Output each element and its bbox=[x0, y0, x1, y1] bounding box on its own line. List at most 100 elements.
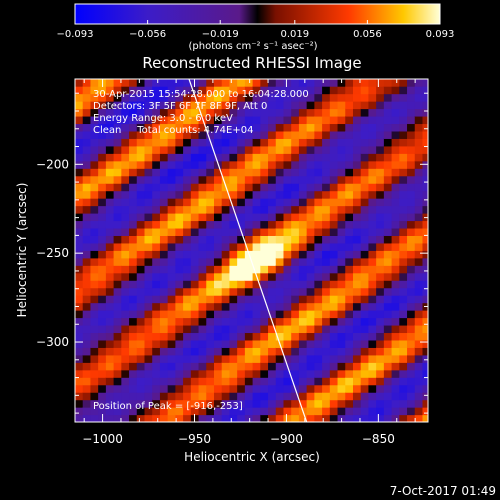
heatmap-cell bbox=[306, 242, 315, 251]
heatmap-cell bbox=[183, 227, 192, 236]
heatmap-cell bbox=[322, 101, 331, 110]
heatmap-cell bbox=[167, 384, 176, 393]
heatmap-cell bbox=[414, 153, 424, 162]
heatmap-cell bbox=[159, 257, 169, 266]
heatmap-cell bbox=[175, 168, 184, 177]
heatmap-cell bbox=[383, 205, 393, 214]
heatmap-cell bbox=[260, 287, 269, 296]
heatmap-cell bbox=[383, 175, 393, 184]
heatmap-cell bbox=[221, 295, 231, 304]
heatmap-cell bbox=[268, 138, 277, 147]
heatmap-cell bbox=[221, 242, 231, 251]
heatmap-cell bbox=[314, 190, 323, 199]
heatmap-cell bbox=[399, 79, 408, 87]
heatmap-cell bbox=[283, 86, 292, 95]
heatmap-cell bbox=[129, 153, 138, 162]
heatmap-cell bbox=[121, 250, 130, 259]
heatmap-cell bbox=[213, 145, 223, 154]
heatmap-cell bbox=[268, 399, 277, 408]
heatmap-cell bbox=[337, 317, 346, 326]
heatmap-cell bbox=[352, 183, 362, 192]
heatmap-cell bbox=[144, 332, 153, 341]
heatmap-cell bbox=[152, 101, 161, 110]
heatmap-cell bbox=[75, 108, 84, 117]
heatmap-cell bbox=[136, 287, 146, 296]
heatmap-cell bbox=[229, 287, 238, 296]
heatmap-cell bbox=[360, 317, 370, 326]
heatmap-cell bbox=[98, 220, 107, 229]
heatmap-cell bbox=[159, 168, 169, 177]
heatmap-cell bbox=[391, 414, 400, 422]
heatmap-cell bbox=[136, 265, 146, 274]
heatmap-cell bbox=[167, 93, 176, 102]
heatmap-cell bbox=[144, 272, 153, 281]
heatmap-cell bbox=[298, 175, 308, 184]
heatmap-cell bbox=[260, 310, 269, 319]
heatmap-cell bbox=[105, 354, 115, 363]
heatmap-cell bbox=[391, 339, 400, 348]
heatmap-cell bbox=[175, 235, 184, 244]
heatmap-cell bbox=[159, 272, 169, 281]
heatmap-cell bbox=[383, 265, 393, 274]
heatmap-cell bbox=[175, 227, 184, 236]
heatmap-cell bbox=[75, 220, 84, 229]
heatmap-cell bbox=[345, 250, 354, 259]
heatmap-cell bbox=[360, 377, 370, 386]
heatmap-cell bbox=[121, 130, 130, 139]
heatmap-cell bbox=[159, 123, 169, 132]
heatmap-cell bbox=[422, 414, 428, 422]
heatmap-cell bbox=[167, 235, 176, 244]
heatmap-cell bbox=[322, 272, 331, 281]
heatmap-cell bbox=[175, 280, 184, 289]
heatmap-cell bbox=[329, 123, 339, 132]
heatmap-cell bbox=[422, 250, 428, 259]
heatmap-cell bbox=[213, 272, 223, 281]
heatmap-cell bbox=[352, 399, 362, 408]
heatmap-cell bbox=[167, 115, 176, 125]
heatmap-cell bbox=[314, 168, 323, 177]
heatmap-cell bbox=[252, 332, 261, 341]
heatmap-cell bbox=[383, 272, 393, 281]
heatmap-cell bbox=[244, 242, 254, 251]
heatmap-cell bbox=[167, 324, 176, 334]
heatmap-cell bbox=[376, 362, 385, 371]
heatmap-cell bbox=[414, 399, 424, 408]
heatmap-cell bbox=[159, 205, 169, 214]
heatmap-cell bbox=[414, 220, 424, 229]
heatmap-cell bbox=[268, 347, 277, 356]
heatmap-cell bbox=[399, 235, 408, 244]
heatmap-cell bbox=[252, 205, 261, 214]
heatmap-cell bbox=[152, 168, 161, 177]
heatmap-cell bbox=[368, 287, 377, 296]
heatmap-cell bbox=[414, 198, 424, 207]
heatmap-cell bbox=[399, 302, 408, 311]
heatmap-cell bbox=[206, 414, 215, 422]
heatmap-cell bbox=[75, 317, 84, 326]
heatmap-cell bbox=[229, 265, 238, 274]
heatmap-cell bbox=[345, 108, 354, 117]
heatmap-cell bbox=[90, 168, 99, 177]
heatmap-cell bbox=[345, 317, 354, 326]
heatmap-cell bbox=[391, 160, 400, 169]
heatmap-cell bbox=[190, 407, 200, 416]
heatmap-cell bbox=[275, 362, 285, 371]
heatmap-cell bbox=[275, 317, 285, 326]
heatmap-cell bbox=[422, 287, 428, 296]
heatmap-cell bbox=[260, 220, 269, 229]
plot-frame bbox=[74, 78, 429, 423]
heatmap-cell bbox=[391, 272, 400, 281]
heatmap-cell bbox=[298, 205, 308, 214]
heatmap-cell bbox=[105, 317, 115, 326]
heatmap-cell bbox=[368, 183, 377, 192]
heatmap-cell bbox=[90, 310, 99, 319]
heatmap-cell bbox=[105, 257, 115, 266]
heatmap-cell bbox=[121, 399, 130, 408]
heatmap-cell bbox=[345, 265, 354, 274]
heatmap-cell bbox=[376, 108, 385, 117]
heatmap-cell bbox=[190, 287, 200, 296]
heatmap-cell bbox=[360, 384, 370, 393]
heatmap-cell bbox=[129, 369, 138, 378]
heatmap-cell bbox=[152, 310, 161, 319]
heatmap-cell bbox=[283, 272, 292, 281]
heatmap-cell bbox=[167, 414, 176, 422]
